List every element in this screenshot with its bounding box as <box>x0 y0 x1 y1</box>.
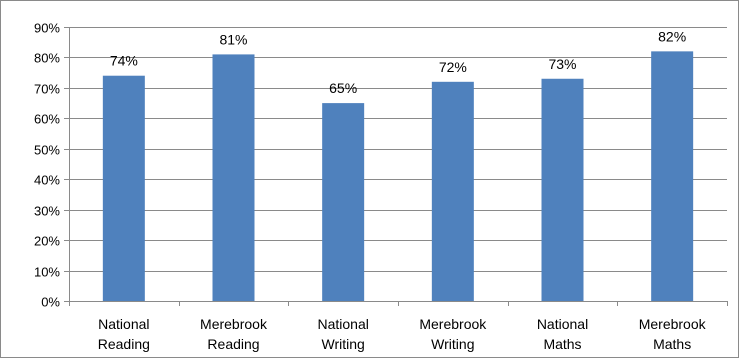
x-category-label: Reading <box>207 336 259 352</box>
y-tick-label: 80% <box>34 51 60 66</box>
data-label: 74% <box>110 53 138 69</box>
data-label: 82% <box>658 28 686 44</box>
bar <box>322 103 365 301</box>
y-tick-label: 0% <box>41 295 60 310</box>
data-label: 65% <box>329 80 357 96</box>
data-label: 81% <box>219 31 247 47</box>
x-category-label: Writing <box>431 336 474 352</box>
y-tick-label: 40% <box>34 173 60 188</box>
data-label: 73% <box>548 56 576 72</box>
y-tick-label: 10% <box>34 265 60 280</box>
x-category-label: Writing <box>322 336 365 352</box>
x-category-label: Maths <box>653 336 691 352</box>
y-tick-label: 60% <box>34 112 60 127</box>
y-tick-label: 50% <box>34 143 60 158</box>
bar <box>102 75 145 301</box>
x-category-label: Merebrook <box>419 316 487 332</box>
gridlines <box>69 27 727 302</box>
x-category-label: National <box>98 316 149 332</box>
y-axis-ticks: 0% 10% 20% 30% 40% 50% 60% 70% 80% 90% <box>34 21 69 310</box>
x-category-label: Merebrook <box>639 316 707 332</box>
data-label: 72% <box>439 59 467 75</box>
x-axis: National Reading Merebrook Reading National W… <box>69 27 728 352</box>
x-category-label: Maths <box>543 336 581 352</box>
x-category-label: Merebrook <box>200 316 268 332</box>
y-tick-label: 20% <box>34 234 60 249</box>
x-category-label: Reading <box>98 336 150 352</box>
y-tick-label: 30% <box>34 204 60 219</box>
y-tick-label: 70% <box>34 82 60 97</box>
bar <box>431 81 474 301</box>
bar <box>541 78 584 301</box>
x-category-label: National <box>537 316 588 332</box>
bars <box>102 51 694 302</box>
x-category-label: National <box>317 316 368 332</box>
bar <box>212 54 255 302</box>
y-tick-label: 90% <box>34 21 60 36</box>
bar <box>651 51 694 301</box>
data-labels: 74% 81% 65% 72% 73% 82% <box>110 28 686 96</box>
